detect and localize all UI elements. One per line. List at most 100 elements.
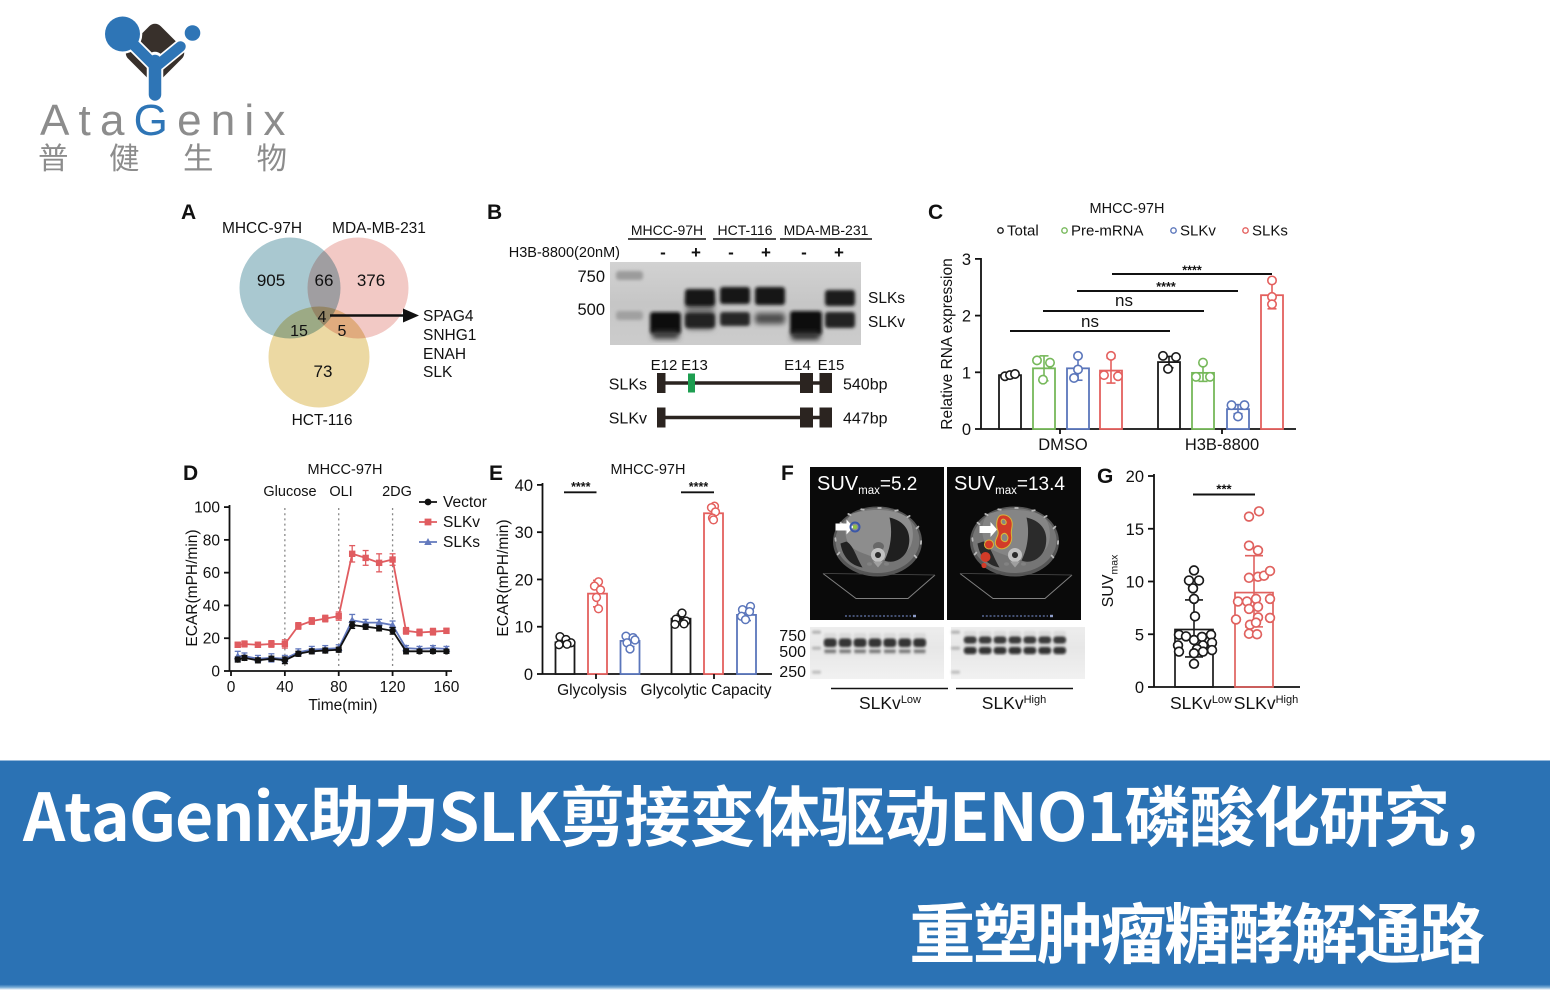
svg-text:-: - — [728, 243, 734, 262]
svg-text:SLKvHigh: SLKvHigh — [982, 693, 1046, 713]
svg-text:ECAR(mPH/min): ECAR(mPH/min) — [184, 529, 201, 646]
svg-text:SPAG4: SPAG4 — [423, 308, 474, 325]
svg-text:+: + — [761, 243, 771, 262]
svg-text:SLKv: SLKv — [1180, 223, 1216, 240]
svg-text:MDA-MB-231: MDA-MB-231 — [332, 220, 426, 237]
svg-text:DMSO: DMSO — [1038, 436, 1088, 454]
svg-text:750: 750 — [577, 268, 605, 286]
svg-text:500: 500 — [779, 644, 806, 661]
svg-text:Time(min): Time(min) — [308, 697, 377, 714]
svg-text:-: - — [660, 243, 666, 262]
svg-text:10: 10 — [515, 619, 533, 637]
svg-text:SLKv: SLKv — [868, 314, 905, 331]
svg-text:80: 80 — [203, 532, 221, 549]
svg-text:SLK: SLK — [423, 364, 453, 381]
svg-text:Glycolysis: Glycolysis — [557, 682, 627, 699]
svg-text:5: 5 — [1135, 626, 1144, 644]
svg-text:SLKvLow: SLKvLow — [859, 693, 921, 713]
svg-text:E12: E12 — [651, 357, 678, 374]
svg-text:C: C — [928, 201, 943, 224]
svg-text:1: 1 — [962, 364, 971, 382]
svg-text:4: 4 — [318, 309, 327, 326]
svg-text:SNHG1: SNHG1 — [423, 327, 476, 344]
svg-text:Vector: Vector — [443, 494, 487, 511]
svg-text:SLKv: SLKv — [609, 411, 647, 428]
svg-text:Glycolytic Capacity: Glycolytic Capacity — [641, 682, 772, 699]
svg-text:-: - — [801, 243, 807, 262]
svg-text:20: 20 — [1126, 468, 1144, 486]
svg-text:Total: Total — [1007, 223, 1039, 240]
svg-text:D: D — [183, 462, 198, 485]
svg-text:66: 66 — [315, 271, 334, 290]
svg-text:5: 5 — [338, 323, 347, 340]
svg-text:30: 30 — [515, 524, 533, 542]
svg-text:905: 905 — [257, 271, 285, 290]
svg-text:376: 376 — [357, 271, 385, 290]
svg-text:****: **** — [1182, 264, 1202, 278]
svg-text:10: 10 — [1126, 574, 1144, 592]
svg-text:MHCC-97H: MHCC-97H — [611, 462, 686, 478]
svg-text:80: 80 — [330, 679, 348, 696]
svg-text:A: A — [181, 201, 196, 224]
svg-text:SLKvHigh: SLKvHigh — [1234, 693, 1298, 713]
svg-text:****: **** — [571, 480, 591, 494]
svg-text:MHCC-97H: MHCC-97H — [631, 222, 703, 238]
svg-text:+: + — [834, 243, 844, 262]
svg-text:G: G — [1097, 465, 1113, 488]
svg-text:3: 3 — [962, 251, 971, 269]
svg-text:Glucose: Glucose — [263, 484, 316, 500]
svg-text:HCT-116: HCT-116 — [292, 412, 353, 429]
svg-text:Relative RNA expression: Relative RNA expression — [939, 258, 956, 429]
svg-text:447bp: 447bp — [843, 411, 888, 428]
svg-text:ECAR(mPH/min): ECAR(mPH/min) — [495, 519, 512, 636]
svg-text:MHCC-97H: MHCC-97H — [308, 462, 383, 478]
svg-text:H3B-8800: H3B-8800 — [1185, 436, 1259, 454]
svg-text:15: 15 — [1126, 521, 1144, 539]
svg-text:****: **** — [689, 480, 709, 494]
svg-text:120: 120 — [380, 679, 406, 696]
svg-text:540bp: 540bp — [843, 377, 888, 394]
svg-text:ns: ns — [1115, 291, 1133, 310]
svg-text:E14: E14 — [784, 357, 811, 374]
svg-text:+: + — [691, 243, 701, 262]
svg-text:SLKs: SLKs — [443, 534, 480, 551]
svg-text:SLKv: SLKv — [443, 514, 480, 531]
svg-text:0: 0 — [1135, 679, 1144, 697]
svg-text:Pre-mRNA: Pre-mRNA — [1071, 223, 1144, 240]
svg-text:20: 20 — [203, 631, 221, 648]
svg-text:20: 20 — [515, 571, 533, 589]
svg-text:SLKvLow: SLKvLow — [1170, 693, 1232, 713]
svg-text:100: 100 — [194, 500, 220, 517]
svg-text:60: 60 — [203, 565, 221, 582]
svg-text:ENAH: ENAH — [423, 346, 466, 363]
svg-text:2DG: 2DG — [382, 484, 412, 500]
svg-text:E13: E13 — [681, 357, 708, 374]
svg-text:0: 0 — [227, 679, 236, 696]
svg-text:SUVmax: SUVmax — [1100, 554, 1121, 607]
svg-text:40: 40 — [276, 679, 294, 696]
svg-text:15: 15 — [290, 323, 308, 340]
svg-text:F: F — [781, 462, 794, 485]
svg-text:E: E — [489, 462, 503, 485]
svg-text:750: 750 — [779, 628, 806, 645]
svg-text:73: 73 — [314, 362, 333, 381]
svg-text:OLI: OLI — [329, 484, 352, 500]
svg-text:0: 0 — [211, 664, 220, 681]
svg-text:0: 0 — [962, 421, 971, 439]
svg-text:MHCC-97H: MHCC-97H — [1090, 201, 1165, 217]
svg-text:AtaGenix: AtaGenix — [40, 96, 295, 145]
svg-text:40: 40 — [515, 477, 533, 495]
svg-text:0: 0 — [524, 666, 533, 684]
svg-text:ns: ns — [1081, 312, 1099, 331]
svg-text:2: 2 — [962, 308, 971, 326]
svg-text:HCT-116: HCT-116 — [718, 222, 773, 238]
svg-text:160: 160 — [434, 679, 460, 696]
svg-text:500: 500 — [577, 301, 605, 319]
svg-text:40: 40 — [203, 598, 221, 615]
svg-text:MDA-MB-231: MDA-MB-231 — [784, 222, 869, 238]
svg-text:B: B — [487, 201, 502, 224]
svg-text:250: 250 — [779, 664, 806, 681]
svg-text:SLKs: SLKs — [868, 290, 905, 307]
svg-text:SLKs: SLKs — [609, 377, 647, 394]
svg-text:SLKs: SLKs — [1252, 223, 1288, 240]
